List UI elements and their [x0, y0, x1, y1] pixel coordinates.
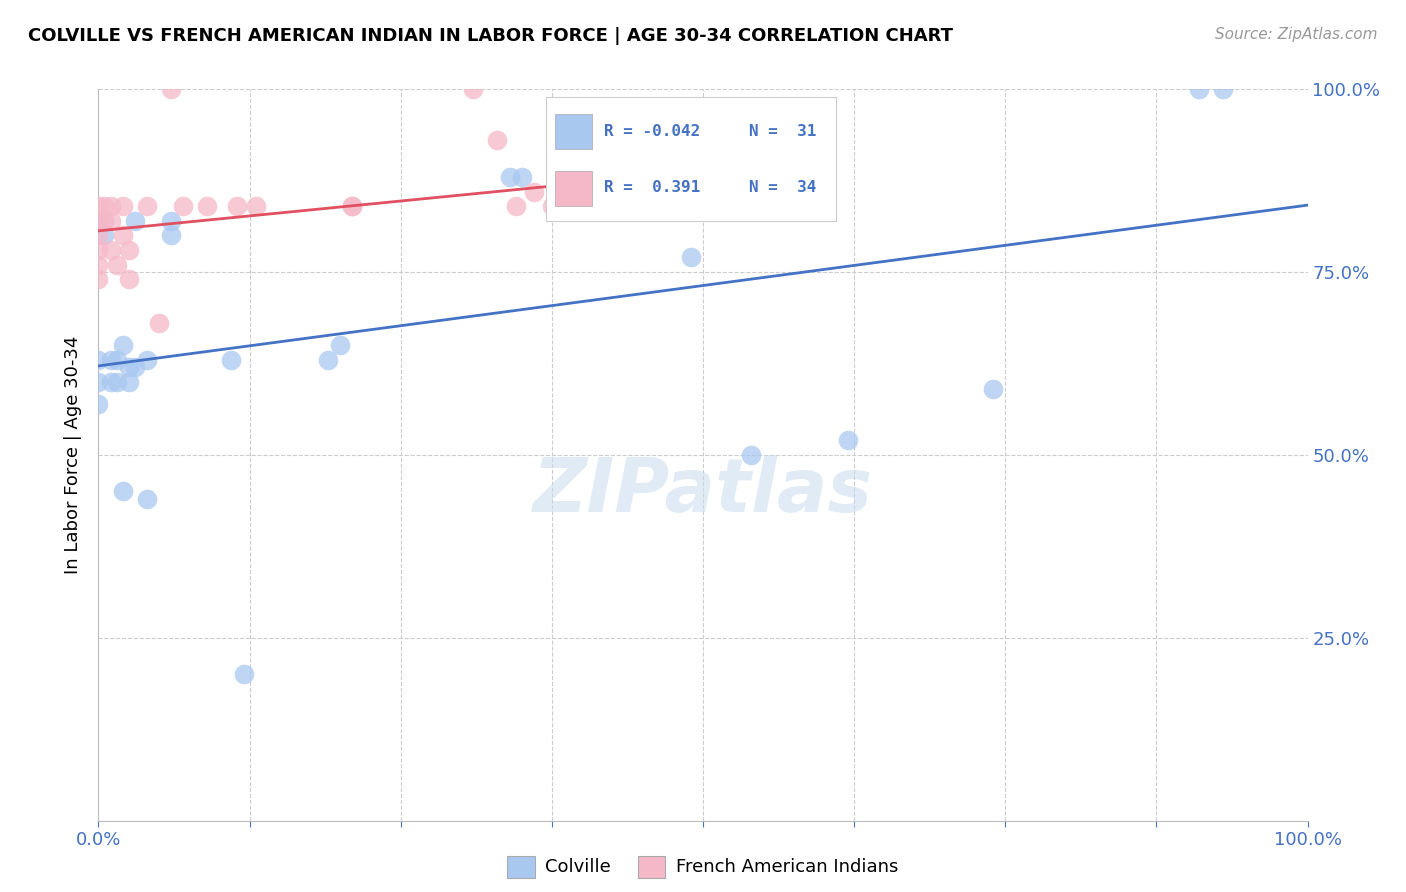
Point — [87, 352, 110, 367]
Point — [87, 214, 110, 228]
Point — [740, 448, 762, 462]
Point — [100, 352, 122, 367]
Point — [135, 199, 157, 213]
Point — [1188, 82, 1211, 96]
Point — [100, 214, 122, 228]
Point — [100, 199, 122, 213]
Point — [232, 667, 254, 681]
Point — [245, 199, 267, 213]
Point — [118, 375, 141, 389]
Point — [498, 169, 520, 184]
Point — [160, 82, 183, 96]
Point — [613, 199, 636, 213]
Point — [160, 214, 183, 228]
Text: Source: ZipAtlas.com: Source: ZipAtlas.com — [1215, 27, 1378, 42]
Point — [463, 82, 485, 96]
Point — [148, 316, 170, 330]
Point — [160, 228, 183, 243]
Point — [124, 214, 146, 228]
Point — [100, 243, 122, 257]
Point — [221, 352, 243, 367]
Point — [87, 397, 110, 411]
Point — [486, 133, 509, 147]
Point — [87, 375, 110, 389]
Text: COLVILLE VS FRENCH AMERICAN INDIAN IN LABOR FORCE | AGE 30-34 CORRELATION CHART: COLVILLE VS FRENCH AMERICAN INDIAN IN LA… — [28, 27, 953, 45]
Point — [342, 199, 364, 213]
Point — [329, 338, 352, 352]
Point — [93, 228, 115, 243]
Point — [100, 375, 122, 389]
Point — [679, 251, 702, 265]
Point — [87, 228, 110, 243]
Point — [316, 352, 339, 367]
Point — [195, 199, 218, 213]
Point — [558, 199, 581, 213]
Point — [342, 199, 364, 213]
Point — [981, 382, 1004, 396]
Point — [602, 199, 624, 213]
Point — [226, 199, 249, 213]
Point — [541, 199, 564, 213]
Point — [87, 272, 110, 286]
Point — [111, 484, 134, 499]
Point — [93, 199, 115, 213]
Legend: Colville, French American Indians: Colville, French American Indians — [501, 848, 905, 885]
Point — [118, 272, 141, 286]
Point — [93, 214, 115, 228]
Point — [87, 258, 110, 272]
Point — [172, 199, 194, 213]
Point — [118, 243, 141, 257]
Point — [583, 199, 606, 213]
Point — [87, 199, 110, 213]
Point — [135, 352, 157, 367]
Point — [124, 360, 146, 375]
Point — [105, 375, 128, 389]
Point — [111, 199, 134, 213]
Point — [523, 185, 546, 199]
Point — [111, 338, 134, 352]
Point — [135, 491, 157, 506]
Point — [105, 258, 128, 272]
Point — [111, 228, 134, 243]
Text: ZIPatlas: ZIPatlas — [533, 455, 873, 528]
Point — [105, 352, 128, 367]
Y-axis label: In Labor Force | Age 30-34: In Labor Force | Age 30-34 — [65, 335, 83, 574]
Point — [118, 360, 141, 375]
Point — [505, 199, 527, 213]
Point — [87, 243, 110, 257]
Point — [837, 434, 859, 448]
Point — [93, 214, 115, 228]
Point — [510, 169, 533, 184]
Point — [1212, 82, 1234, 96]
